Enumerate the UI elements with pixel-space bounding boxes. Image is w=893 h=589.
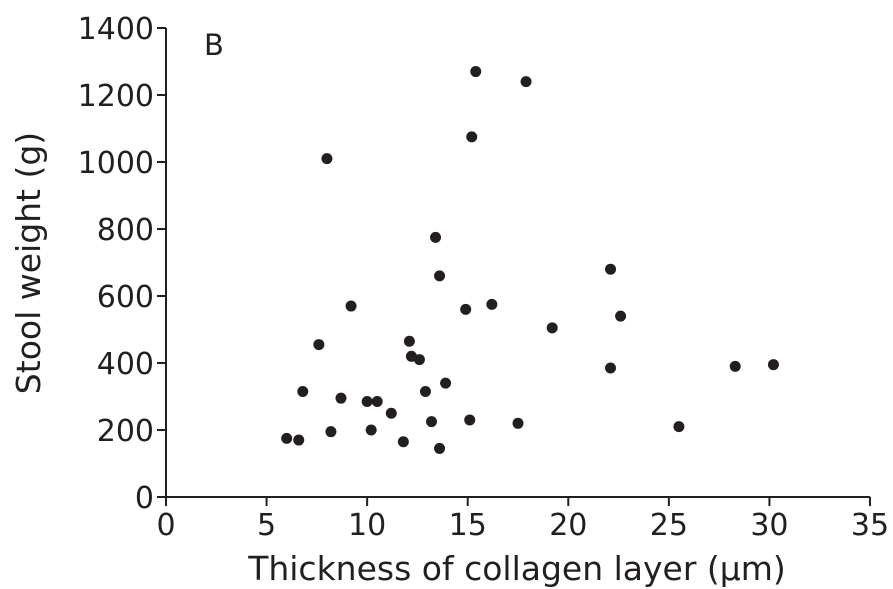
scatter-point xyxy=(729,360,741,372)
scatter-point xyxy=(512,417,524,429)
y-tick-label: 200 xyxy=(97,414,154,449)
scatter-point xyxy=(385,407,397,419)
scatter-point xyxy=(335,392,347,404)
y-tick-label: 1000 xyxy=(78,146,154,181)
scatter-point xyxy=(605,362,617,374)
scatter-point xyxy=(297,385,309,397)
scatter-point xyxy=(767,359,779,371)
y-tick-label: 400 xyxy=(97,347,154,382)
scatter-point xyxy=(313,339,325,351)
x-ticks: 0 5 10 15 20 25 30 35 xyxy=(156,497,889,543)
x-tick-label: 35 xyxy=(851,508,889,543)
x-tick-label: 20 xyxy=(549,508,587,543)
scatter-point xyxy=(321,153,333,165)
scatter-point xyxy=(371,396,383,408)
panel-label: B xyxy=(204,28,224,62)
scatter-point xyxy=(466,131,478,143)
scatter-point xyxy=(325,426,337,438)
scatter-point xyxy=(419,385,431,397)
scatter-point xyxy=(281,432,293,444)
scatter-point xyxy=(673,421,685,433)
y-tick-label: 800 xyxy=(97,213,154,248)
x-tick-label: 25 xyxy=(650,508,688,543)
scatter-point xyxy=(486,298,498,310)
scatter-point xyxy=(605,263,617,275)
y-tick-label: 0 xyxy=(135,481,154,516)
scatter-point xyxy=(365,424,377,436)
scatter-point xyxy=(361,396,373,408)
scatter-point xyxy=(434,270,446,282)
scatter-point xyxy=(464,414,476,426)
scatter-point xyxy=(426,416,438,428)
scatter-point xyxy=(460,303,472,315)
y-ticks: 0 200 400 600 800 1000 1200 1400 xyxy=(78,12,166,516)
scatter-point xyxy=(434,442,446,454)
x-tick-label: 0 xyxy=(156,508,175,543)
y-tick-label: 1200 xyxy=(78,79,154,114)
data-points xyxy=(281,66,779,454)
scatter-point xyxy=(397,436,409,448)
scatter-point xyxy=(470,66,482,78)
y-tick-label: 600 xyxy=(97,280,154,315)
x-tick-label: 15 xyxy=(449,508,487,543)
scatter-point xyxy=(430,231,442,243)
axes xyxy=(165,28,870,498)
x-axis-title: Thickness of collagen layer (µm) xyxy=(247,549,786,588)
y-axis-title: Stool weight (g) xyxy=(9,132,48,394)
x-tick-label: 10 xyxy=(348,508,386,543)
scatter-point xyxy=(615,310,627,322)
scatter-point xyxy=(520,76,532,88)
y-tick-label: 1400 xyxy=(78,12,154,47)
scatter-point xyxy=(293,434,305,446)
scatter-point xyxy=(546,322,558,334)
scatter-point xyxy=(413,354,425,366)
scatter-point xyxy=(440,377,452,389)
scatter-point xyxy=(345,300,357,312)
scatter-point xyxy=(403,335,415,347)
x-tick-label: 30 xyxy=(750,508,788,543)
x-tick-label: 5 xyxy=(257,508,276,543)
